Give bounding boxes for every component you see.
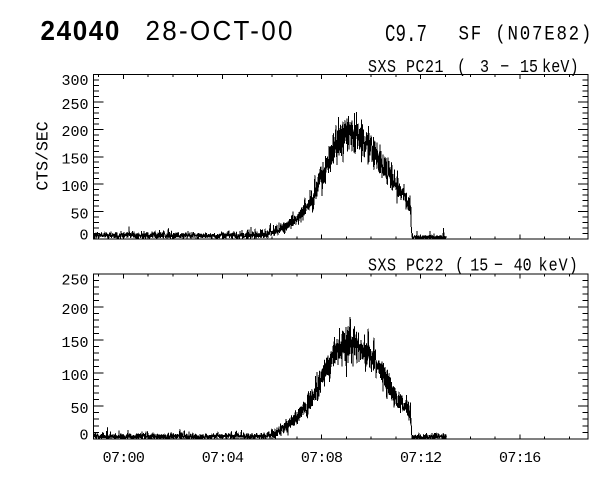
svg-text:3: 3 [480, 58, 489, 79]
svg-text:SF (N07E82): SF (N07E82) [459, 22, 594, 45]
svg-text:07:12: 07:12 [400, 450, 442, 467]
svg-text:200: 200 [61, 302, 88, 319]
svg-text:07:04: 07:04 [202, 450, 244, 467]
svg-text:CTS/SEC: CTS/SEC [34, 121, 53, 190]
svg-text:15: 15 [520, 58, 538, 79]
svg-text:24040: 24040 [41, 15, 122, 46]
svg-text:300: 300 [61, 73, 88, 90]
svg-text:0: 0 [79, 227, 88, 244]
svg-text:07:08: 07:08 [301, 450, 343, 467]
svg-text:150: 150 [61, 152, 88, 169]
svg-text:keV): keV) [542, 58, 579, 79]
svg-text:250: 250 [61, 97, 88, 114]
svg-text:200: 200 [61, 124, 88, 141]
svg-text:keV): keV) [539, 256, 579, 277]
svg-text:0: 0 [79, 427, 88, 444]
svg-text:100: 100 [61, 368, 88, 385]
svg-text:100: 100 [61, 179, 88, 196]
svg-text:07:00: 07:00 [103, 450, 145, 467]
svg-text:SXS PC21: SXS PC21 [368, 58, 444, 79]
svg-text:−: − [494, 256, 503, 277]
svg-text:150: 150 [61, 335, 88, 352]
svg-text:C9.7: C9.7 [385, 23, 427, 49]
svg-text:250: 250 [61, 273, 88, 290]
svg-text:−: − [500, 58, 509, 79]
svg-text:40: 40 [514, 256, 532, 277]
svg-text:50: 50 [70, 401, 88, 418]
svg-text:15: 15 [470, 256, 488, 277]
svg-text:SXS PC22: SXS PC22 [368, 256, 444, 277]
svg-text:(: ( [457, 58, 466, 79]
svg-text:07:16: 07:16 [499, 450, 541, 467]
svg-text:50: 50 [70, 207, 88, 224]
svg-text:28-OCT-00: 28-OCT-00 [146, 15, 295, 46]
svg-text:(: ( [455, 256, 464, 277]
